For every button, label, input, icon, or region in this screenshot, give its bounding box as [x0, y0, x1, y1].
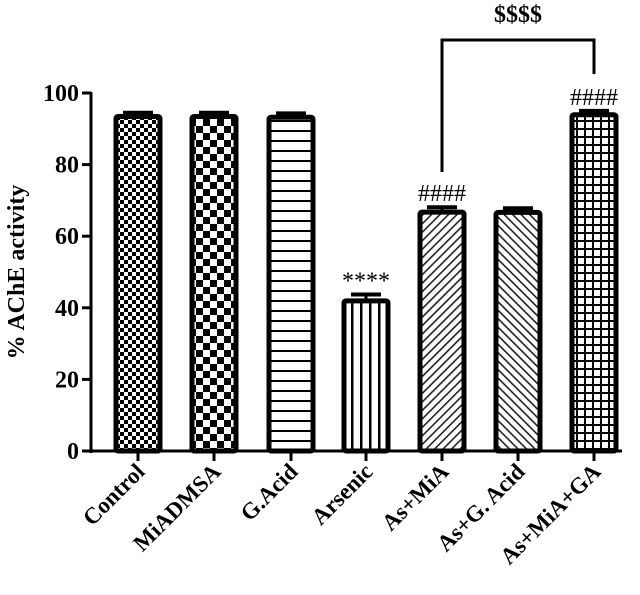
y-tick-label: 20: [55, 367, 79, 393]
y-tick-label: 80: [55, 153, 79, 179]
bar-as-g-acid: [493, 206, 543, 454]
bar-miadmsa: [189, 110, 239, 454]
y-tick-label: 60: [55, 224, 79, 250]
y-axis: 0 20 40 60 80 100: [43, 81, 93, 465]
significance-marker: ####: [418, 181, 466, 207]
x-tick-label: As+MiA: [377, 459, 454, 536]
y-axis-label: % AChE activity: [4, 185, 30, 360]
significance-annotations: **** #### #### $$$$: [342, 2, 618, 295]
x-tick-label: Control: [78, 459, 150, 531]
y-tick-label: 100: [43, 81, 79, 107]
bar-arsenic: [341, 292, 391, 454]
significance-marker: ****: [342, 269, 390, 295]
y-axis-title: % AChE activity: [4, 185, 30, 360]
significance-marker: ####: [570, 85, 618, 111]
bar-g-acid: [266, 111, 316, 454]
bar-control: [113, 110, 163, 454]
bar-as-mia-ga: [569, 108, 619, 454]
y-tick-label: 0: [67, 439, 79, 465]
y-tick-label: 40: [55, 296, 79, 322]
bracket-significance-label: $$$$: [494, 2, 542, 28]
x-tick-label: G.Acid: [236, 459, 303, 526]
x-tick-label: Arsenic: [307, 459, 378, 530]
bar-as-mia: [417, 205, 467, 454]
bars: [113, 108, 619, 454]
